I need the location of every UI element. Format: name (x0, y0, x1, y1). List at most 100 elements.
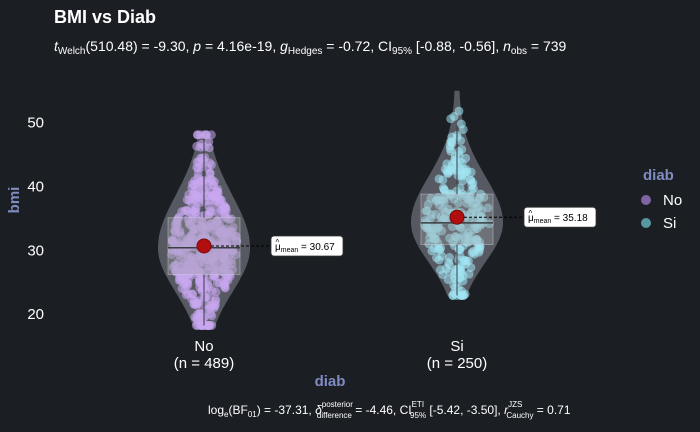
data-point (458, 241, 468, 251)
data-point (431, 209, 441, 219)
data-point (221, 213, 231, 223)
data-point (443, 168, 453, 178)
data-point (479, 192, 489, 202)
data-point (167, 250, 177, 260)
data-point (228, 222, 238, 232)
legend-label: No (663, 192, 682, 209)
data-point (218, 202, 228, 212)
y-tick-label: 50 (27, 115, 44, 132)
data-point (431, 253, 441, 263)
legend-swatch (641, 218, 651, 228)
data-point (448, 237, 458, 247)
legend-title: diab (643, 167, 674, 184)
data-point (200, 312, 210, 322)
data-point (188, 263, 198, 273)
data-point (424, 233, 434, 243)
data-point (211, 287, 221, 297)
mean-point (196, 238, 212, 254)
data-point (429, 243, 439, 253)
x-tick-count: (n = 489) (174, 355, 234, 372)
data-point (171, 228, 181, 238)
data-point (191, 300, 201, 310)
x-tick-label: Si (450, 338, 463, 355)
data-point (423, 224, 433, 234)
chart-subtitle: tWelch(510.48) = -9.30, p = 4.16e-19, gH… (54, 38, 567, 57)
mean-label-box (270, 235, 344, 257)
data-point (461, 153, 471, 163)
data-point (472, 203, 482, 213)
data-point (200, 196, 210, 206)
data-point (467, 248, 477, 258)
data-point (219, 276, 229, 286)
x-tick-count: (n = 250) (427, 355, 487, 372)
data-point (439, 185, 449, 195)
data-point (195, 268, 205, 278)
legend-swatch (641, 195, 651, 205)
data-point (172, 219, 182, 229)
data-point (217, 257, 227, 267)
data-point (209, 192, 219, 202)
data-point (437, 226, 447, 236)
plot-area: μmean = 30.67^μmean = 35.18^ (158, 90, 597, 330)
data-point (465, 175, 475, 185)
data-point (461, 256, 471, 266)
data-point (455, 273, 465, 283)
data-point (212, 249, 222, 259)
data-point (472, 224, 482, 234)
data-point (182, 237, 192, 247)
data-point (421, 206, 431, 216)
data-point (194, 157, 204, 167)
data-point (225, 271, 235, 281)
mean-label-hat: ^ (276, 238, 280, 247)
data-point (184, 195, 194, 205)
data-point (446, 114, 456, 124)
legend: diab No Si (641, 167, 682, 232)
group-si: μmean = 35.18^ (411, 90, 597, 300)
mean-label: μmean = 35.18 (528, 213, 588, 225)
y-tick-label: 20 (27, 306, 44, 323)
data-point (454, 106, 464, 116)
mean-label-hat: ^ (529, 209, 533, 218)
y-tick-label: 30 (27, 242, 44, 259)
data-point (465, 236, 475, 246)
data-point (458, 125, 468, 135)
data-point (441, 264, 451, 274)
data-point (484, 219, 494, 229)
group-no: μmean = 30.67^ (158, 130, 344, 330)
data-point (456, 191, 466, 201)
data-point (447, 138, 457, 148)
data-point (184, 217, 194, 227)
data-point (457, 170, 467, 180)
data-point (183, 251, 193, 261)
legend-label: Si (663, 215, 676, 232)
data-point (447, 162, 457, 172)
data-point (232, 236, 242, 246)
data-point (446, 189, 456, 199)
data-point (466, 208, 476, 218)
data-point (204, 320, 214, 330)
mean-label-box (523, 206, 597, 228)
x-axis-ticks: No(n = 489) Si(n = 250) (174, 338, 487, 372)
chart-title: BMI vs Diab (54, 7, 156, 27)
y-axis-title: bmi (6, 187, 23, 214)
y-axis-ticks: 20 30 40 50 (27, 115, 44, 323)
data-point (219, 230, 229, 240)
data-point (206, 218, 216, 228)
data-point (198, 181, 208, 191)
y-tick-label: 40 (27, 178, 44, 195)
chart-caption: loge(BF01) = -37.31, δposterior differenc… (208, 400, 571, 420)
data-point (468, 184, 478, 194)
mean-label: μmean = 30.67 (275, 242, 335, 254)
mean-point (449, 209, 465, 225)
data-point (448, 290, 458, 300)
data-point (178, 278, 188, 288)
data-point (457, 144, 467, 154)
data-point (227, 242, 237, 252)
data-point (192, 184, 202, 194)
data-point (205, 158, 215, 168)
data-point (183, 206, 193, 216)
data-point (210, 301, 220, 311)
data-point (194, 277, 204, 287)
data-point (466, 263, 476, 273)
data-point (171, 237, 181, 247)
